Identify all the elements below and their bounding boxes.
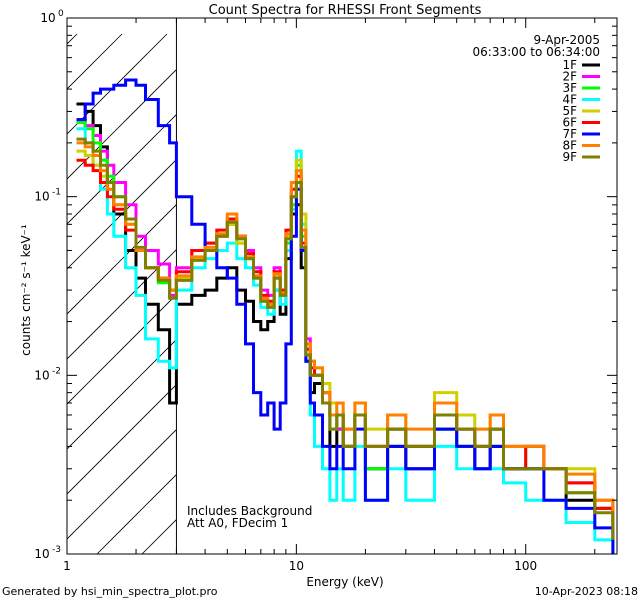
y-tick-base: 10 xyxy=(34,190,49,204)
y-tick-base: 10 xyxy=(40,11,55,25)
legend-label-6f: 6F xyxy=(562,116,577,130)
y-axis-label: counts cm⁻² s⁻¹ keV⁻¹ xyxy=(19,224,33,356)
legend-label-1f: 1F xyxy=(562,58,577,72)
annotation-background: Includes Background xyxy=(187,504,312,518)
x-tick-label-10: 10 xyxy=(289,559,304,573)
y-tick-base: 10 xyxy=(34,547,49,561)
y-tick-exp: -3 xyxy=(52,545,61,555)
y-tick-exp: -2 xyxy=(52,366,61,376)
y-tick-label-1e-1: 10 -1 xyxy=(34,188,61,204)
series-line-9f xyxy=(76,137,615,540)
legend-label-5f: 5F xyxy=(562,104,577,118)
hatch-line xyxy=(67,69,177,180)
chart-title: Count Spectra for RHESSI Front Segments xyxy=(209,3,482,18)
legend-label-7f: 7F xyxy=(562,127,577,141)
series-line-4f xyxy=(76,127,615,554)
y-tick-label-1e0: 10 0 xyxy=(40,9,64,25)
y-tick-exp: 0 xyxy=(58,9,64,19)
plot-frame xyxy=(66,17,618,555)
hatch-line xyxy=(67,339,177,450)
hatch-line xyxy=(67,204,177,315)
series-group xyxy=(76,78,615,554)
hatch-line xyxy=(67,114,177,225)
x-tick-label-100: 100 xyxy=(514,559,537,573)
y-tick-base: 10 xyxy=(34,368,49,382)
hatch-line xyxy=(412,34,640,554)
legend-label-4f: 4F xyxy=(562,93,577,107)
time-range-label: 06:33:00 to 06:34:00 xyxy=(473,45,600,59)
series-line-7f xyxy=(76,78,615,554)
legend-label-3f: 3F xyxy=(562,81,577,95)
hatch-line xyxy=(67,429,177,540)
legend-label-2f: 2F xyxy=(562,70,577,84)
date-label: 9-Apr-2005 xyxy=(533,33,600,47)
hatch-line xyxy=(67,159,177,270)
axis-ticks xyxy=(66,17,617,555)
annotation-attenuator: Att A0, FDecim 1 xyxy=(187,516,288,530)
x-axis-label: Energy (keV) xyxy=(306,575,383,589)
hatch-line xyxy=(67,384,177,495)
y-tick-label-1e-3: 10 -3 xyxy=(34,545,61,561)
hatch-line xyxy=(457,34,640,554)
legend-label-9f: 9F xyxy=(562,150,577,164)
y-tick-label-1e-2: 10 -2 xyxy=(34,366,61,382)
hatch-line xyxy=(67,294,177,405)
x-tick-label-1: 1 xyxy=(63,559,71,573)
footer-generated-by: Generated by hsi_min_spectra_plot.pro xyxy=(2,585,218,598)
y-tick-exp: -1 xyxy=(52,188,61,198)
footer-timestamp: 10-Apr-2023 08:18 xyxy=(535,585,638,598)
legend-label-8f: 8F xyxy=(562,139,577,153)
hatch-line xyxy=(67,33,78,45)
hatch-line xyxy=(67,249,177,360)
